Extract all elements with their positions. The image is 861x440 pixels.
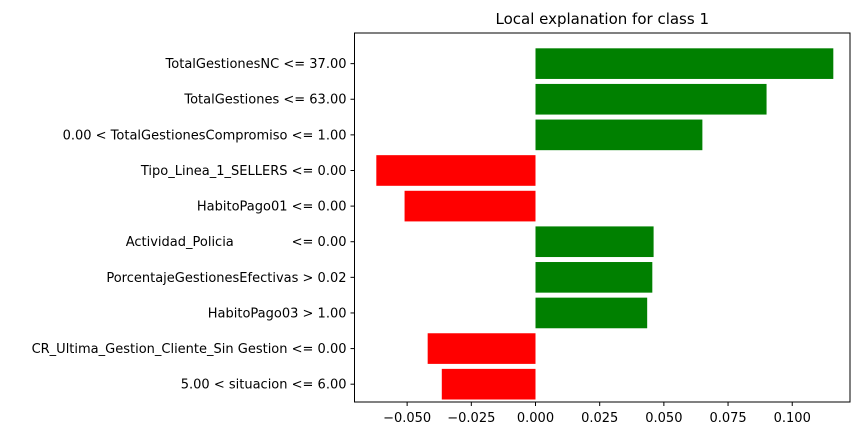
y-tick-label-8: CR_Ultima_Gestion_Cliente_Sin Gestion <=… — [32, 342, 347, 357]
bar-0 — [535, 48, 834, 79]
x-tick-label-6: 0.100 — [774, 411, 811, 426]
bar-6 — [535, 262, 653, 293]
y-tick-label-7: HabitoPago03 > 1.00 — [208, 306, 347, 321]
x-tick-label-5: 0.075 — [709, 411, 746, 426]
bar-3 — [376, 155, 536, 186]
bar-7 — [535, 297, 648, 329]
bar-5 — [535, 226, 654, 258]
y-tick-label-1: TotalGestiones <= 63.00 — [183, 93, 346, 108]
bar-9 — [441, 368, 536, 400]
bar-8 — [427, 333, 536, 364]
x-tick-label-4: 0.050 — [645, 411, 682, 426]
y-tick-label-3: Tipo_Linea_1_SELLERS <= 0.00 — [140, 164, 347, 179]
x-tick-label-0: −0.050 — [383, 411, 431, 426]
y-tick-label-6: PorcentajeGestionesEfectivas > 0.02 — [106, 271, 346, 286]
x-axis: −0.050 −0.025 0.000 0.025 0.050 0.075 0.100 — [383, 402, 811, 426]
y-tick-label-5: Actividad_Policia <= 0.00 — [126, 235, 347, 250]
plot-frame — [354, 32, 851, 403]
x-tick-label-1: −0.025 — [447, 411, 495, 426]
bar-4 — [404, 190, 536, 222]
bar-1 — [535, 83, 767, 115]
chart-title: Local explanation for class 1 — [495, 10, 709, 28]
bars-group — [376, 48, 834, 400]
y-tick-label-9: 5.00 < situacion <= 6.00 — [181, 378, 347, 393]
y-tick-label-4: HabitoPago01 <= 0.00 — [197, 200, 347, 215]
y-tick-label-2: 0.00 < TotalGestionesCompromiso <= 1.00 — [63, 128, 347, 143]
x-tick-label-3: 0.025 — [581, 411, 618, 426]
x-tick-label-2: 0.000 — [517, 411, 554, 426]
y-tick-labels: TotalGestionesNC <= 37.00 TotalGestiones … — [32, 57, 355, 393]
y-tick-label-0: TotalGestionesNC <= 37.00 — [165, 57, 347, 72]
bar-2 — [535, 119, 703, 151]
